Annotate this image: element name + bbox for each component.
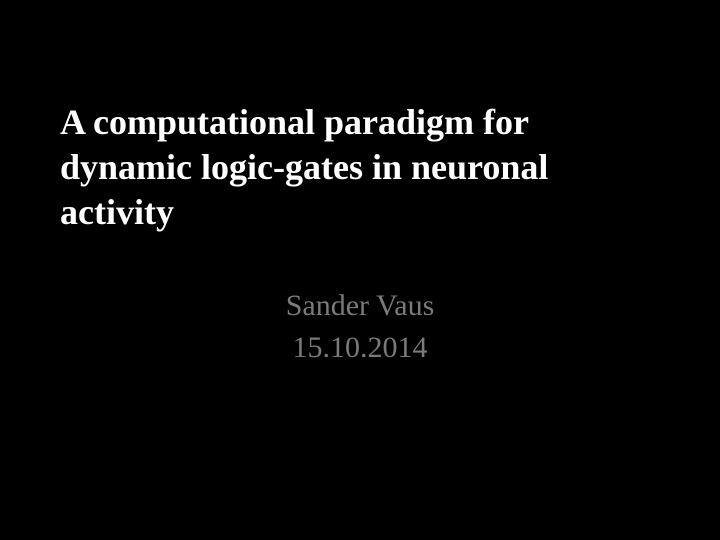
author-block: Sander Vaus 15.10.2014 <box>60 285 660 369</box>
author-name: Sander Vaus <box>60 285 660 327</box>
slide-title: A computational paradigm for dynamic log… <box>60 100 660 235</box>
slide-container: A computational paradigm for dynamic log… <box>0 0 720 540</box>
presentation-date: 15.10.2014 <box>60 327 660 369</box>
